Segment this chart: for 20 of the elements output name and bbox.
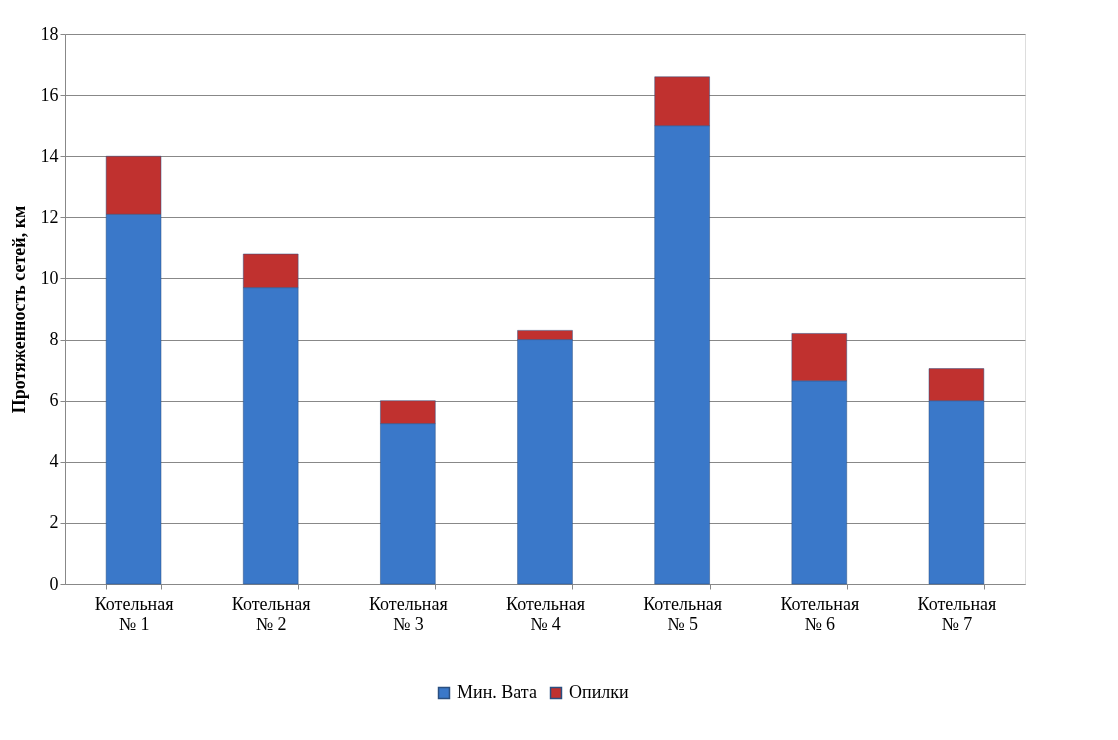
x-tick-label: Котельная № 6 xyxy=(780,593,860,634)
legend-label: Опилки xyxy=(569,682,629,702)
x-tick-label: Котельная № 1 xyxy=(94,593,174,634)
y-tick-label: 18 xyxy=(40,23,59,44)
y-tick-label: 14 xyxy=(40,145,59,166)
legend-label: Мин. Вата xyxy=(457,682,537,702)
y-tick-label: 10 xyxy=(40,267,59,288)
x-tick-label: Котельная № 4 xyxy=(506,593,585,634)
y-tick-label: 4 xyxy=(49,451,59,472)
y-axis-title: Протяженность сетей, км xyxy=(8,205,29,414)
x-tick-label: Котельная № 5 xyxy=(643,593,723,634)
y-tick-label: 0 xyxy=(49,573,59,594)
x-tick-label: Котельная № 7 xyxy=(917,593,997,634)
y-tick-label: 6 xyxy=(49,390,59,411)
y-tick-label: 2 xyxy=(49,512,59,533)
x-tick-label: Котельная № 2 xyxy=(231,593,311,634)
x-tick-label: Котельная № 3 xyxy=(368,593,448,634)
y-tick-label: 16 xyxy=(40,84,59,105)
y-tick-label: 8 xyxy=(49,329,59,350)
y-tick-label: 12 xyxy=(40,206,59,227)
